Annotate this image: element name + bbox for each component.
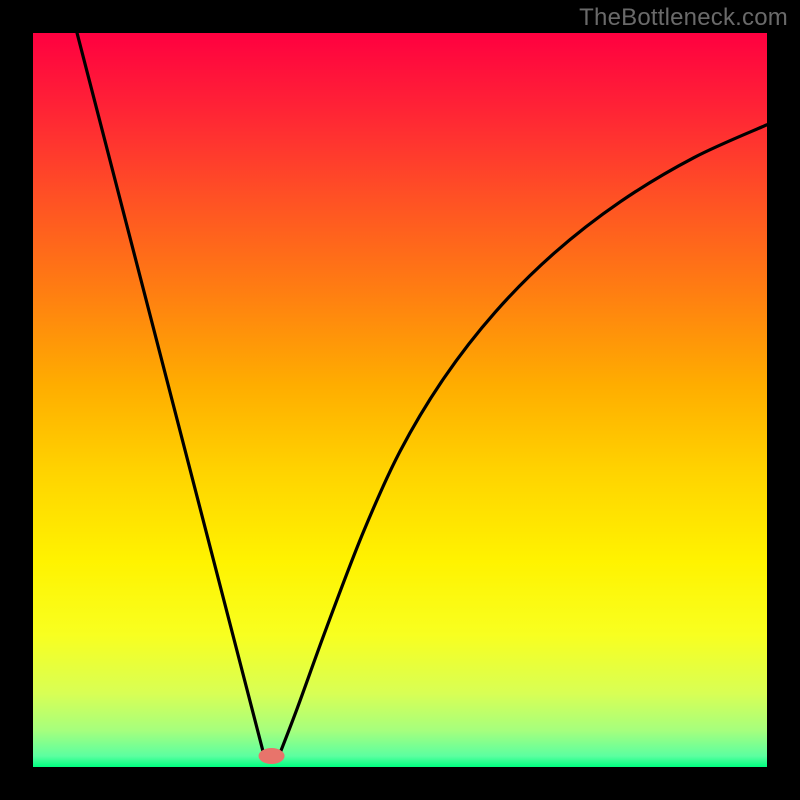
plot-background bbox=[33, 33, 767, 767]
bottleneck-marker bbox=[259, 748, 285, 764]
bottleneck-chart bbox=[0, 0, 800, 800]
watermark-text: TheBottleneck.com bbox=[579, 4, 788, 32]
chart-container: TheBottleneck.com bbox=[0, 0, 800, 800]
